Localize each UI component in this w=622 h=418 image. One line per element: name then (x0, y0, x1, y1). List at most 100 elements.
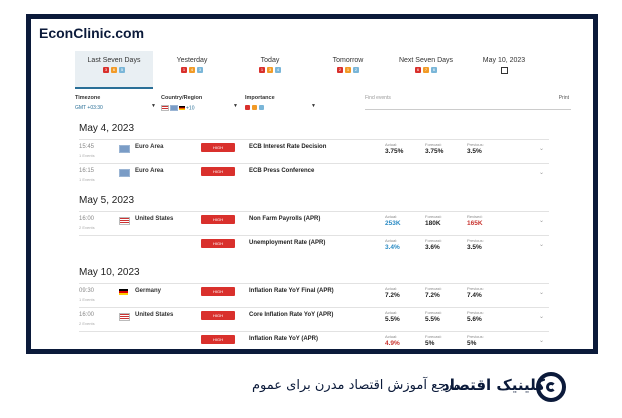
expand-chevron-icon[interactable]: ⌄ (539, 146, 545, 152)
tab-count-badge: 4 (189, 67, 195, 73)
event-row[interactable]: 16:00 2 Events United States HIGH Core Infla… (79, 307, 549, 332)
tab-label: Next Seven Days (398, 57, 454, 64)
expand-chevron-icon[interactable]: ⌄ (539, 170, 545, 176)
actual-stat: Actual: 7.2% (385, 286, 419, 299)
eu-flag-icon (119, 169, 130, 177)
event-time: 16:00 (79, 216, 95, 222)
tab-count-badge: 6 (111, 67, 117, 73)
event-count: 2 Events (79, 321, 95, 326)
event-row[interactable]: 16:15 1 Events Euro Area HIGH ECB Press Conf… (79, 163, 549, 188)
event-row[interactable]: 16:00 2 Events United States HIGH Non Farm P… (79, 211, 549, 236)
event-count: 1 Events (79, 153, 95, 158)
timezone-caret-icon[interactable]: ▼ (151, 103, 156, 109)
event-name: Non Farm Payrolls (APR) (249, 216, 321, 222)
us-flag-icon (161, 105, 169, 111)
actual-label: Actual: (385, 238, 398, 243)
country-name: Euro Area (135, 144, 164, 150)
footer-subtitle: مرجع آموزش اقتصاد مدرن برای عموم (252, 378, 461, 393)
actual-stat: Actual: 3.4% (385, 238, 419, 251)
calendar-frame: EconClinic.com Last Seven Days 3 6 5 Yesterd… (26, 14, 598, 354)
tab-4[interactable]: Next Seven Days 6 7 6 (387, 51, 465, 89)
forecast-label: Forecast: (425, 214, 442, 219)
event-row[interactable]: 09:30 1 Events Germany HIGH Inflation Rate Y… (79, 283, 549, 308)
previous-value: 3.5% (467, 148, 482, 155)
eu-flag-icon (119, 145, 130, 153)
importance-badge: HIGH (201, 239, 235, 248)
importance-high-dot (245, 105, 250, 110)
expand-chevron-icon[interactable]: ⌄ (539, 338, 545, 344)
timezone-title: Timezone (75, 95, 101, 101)
importance-filter[interactable]: Importance (245, 95, 275, 110)
forecast-stat: Forecast: 7.2% (425, 286, 459, 299)
previous-value: 165K (467, 220, 483, 227)
tab-2[interactable]: Today 1 3 4 (231, 51, 309, 89)
previous-value: 7.4% (467, 292, 482, 299)
previous-stat: Previous: 5% (467, 334, 501, 347)
tab-label: Yesterday (176, 57, 208, 64)
actual-value: 3.4% (385, 244, 400, 251)
tab-5[interactable]: May 10, 2023 (465, 51, 543, 89)
de-flag-icon (119, 289, 128, 295)
importance-medium-dot (252, 105, 257, 110)
event-row[interactable]: HIGH Unemployment Rate (APR) Actual: 3.4% Fo… (79, 235, 549, 260)
importance-caret-icon[interactable]: ▼ (311, 103, 316, 109)
event-count: 1 Events (79, 177, 95, 182)
calendar-icon[interactable] (500, 67, 508, 74)
importance-badge: HIGH (201, 311, 235, 320)
importance-title: Importance (245, 95, 275, 101)
event-row[interactable]: 15:45 1 Events Euro Area HIGH ECB Interest R… (79, 139, 549, 164)
brand-logo-text: EconClinic.com (39, 25, 145, 41)
country-caret-icon[interactable]: ▼ (233, 103, 238, 109)
footer-title: کلینیک اقتصاد (442, 376, 545, 394)
previous-value: 5% (467, 340, 477, 347)
importance-badge: HIGH (201, 143, 235, 152)
tab-label: May 10, 2023 (482, 57, 526, 64)
forecast-stat: Forecast: 3.75% (425, 142, 459, 155)
country-count: +10 (186, 105, 195, 112)
event-name: Core Inflation Rate YoY (APR) (249, 312, 334, 318)
timezone-filter[interactable]: Timezone GMT +03:30 (75, 95, 103, 111)
forecast-value: 3.75% (425, 148, 444, 155)
event-row[interactable]: HIGH Inflation Rate YoY (APR) Actual: 4.9% F… (79, 331, 549, 356)
tab-3[interactable]: Tomorrow 2 1 2 (309, 51, 387, 89)
expand-chevron-icon[interactable]: ⌄ (539, 290, 545, 296)
tab-label: Tomorrow (332, 57, 364, 64)
date-header: May 10, 2023 (79, 267, 140, 278)
previous-stat: Previous: 5.6% (467, 310, 501, 323)
expand-chevron-icon[interactable]: ⌄ (539, 242, 545, 248)
tab-count-badge: 1 (259, 67, 265, 73)
us-flag-icon (119, 217, 130, 225)
tab-count-badge: 2 (353, 67, 359, 73)
tab-label: Last Seven Days (87, 57, 141, 64)
event-time: 16:00 (79, 312, 95, 318)
tab-0[interactable]: Last Seven Days 3 6 5 (75, 51, 153, 89)
actual-value: 7.2% (385, 292, 400, 299)
event-count: 2 Events (79, 225, 95, 230)
search-input[interactable]: Find events Print (365, 95, 571, 110)
tab-count-badge: 1 (181, 67, 187, 73)
country-name: Germany (135, 288, 162, 294)
previous-label: Previous: (467, 310, 484, 315)
forecast-stat: Forecast: 5.5% (425, 310, 459, 323)
forecast-label: Forecast: (425, 334, 442, 339)
forecast-label: Forecast: (425, 142, 442, 147)
tab-count-badge: 3 (267, 67, 273, 73)
forecast-label: Forecast: (425, 286, 442, 291)
actual-label: Actual: (385, 334, 398, 339)
country-filter[interactable]: Country/Region +10 (161, 95, 202, 111)
country-name: United States (135, 312, 174, 318)
previous-label: Previous: (467, 334, 484, 339)
forecast-stat: Forecast: 180K (425, 214, 459, 227)
tab-1[interactable]: Yesterday 1 4 3 (153, 51, 231, 89)
tab-count-badge: 7 (423, 67, 429, 73)
previous-label: Previous: (467, 286, 484, 291)
print-button[interactable]: Print (558, 95, 569, 101)
expand-chevron-icon[interactable]: ⌄ (539, 218, 545, 224)
expand-chevron-icon[interactable]: ⌄ (539, 314, 545, 320)
forecast-value: 7.2% (425, 292, 440, 299)
forecast-stat: Forecast: 3.6% (425, 238, 459, 251)
previous-stat (467, 166, 501, 167)
filters-bar: Timezone GMT +03:30 ▼ Country/Region +10… (75, 95, 575, 119)
country-name: United States (135, 216, 174, 222)
